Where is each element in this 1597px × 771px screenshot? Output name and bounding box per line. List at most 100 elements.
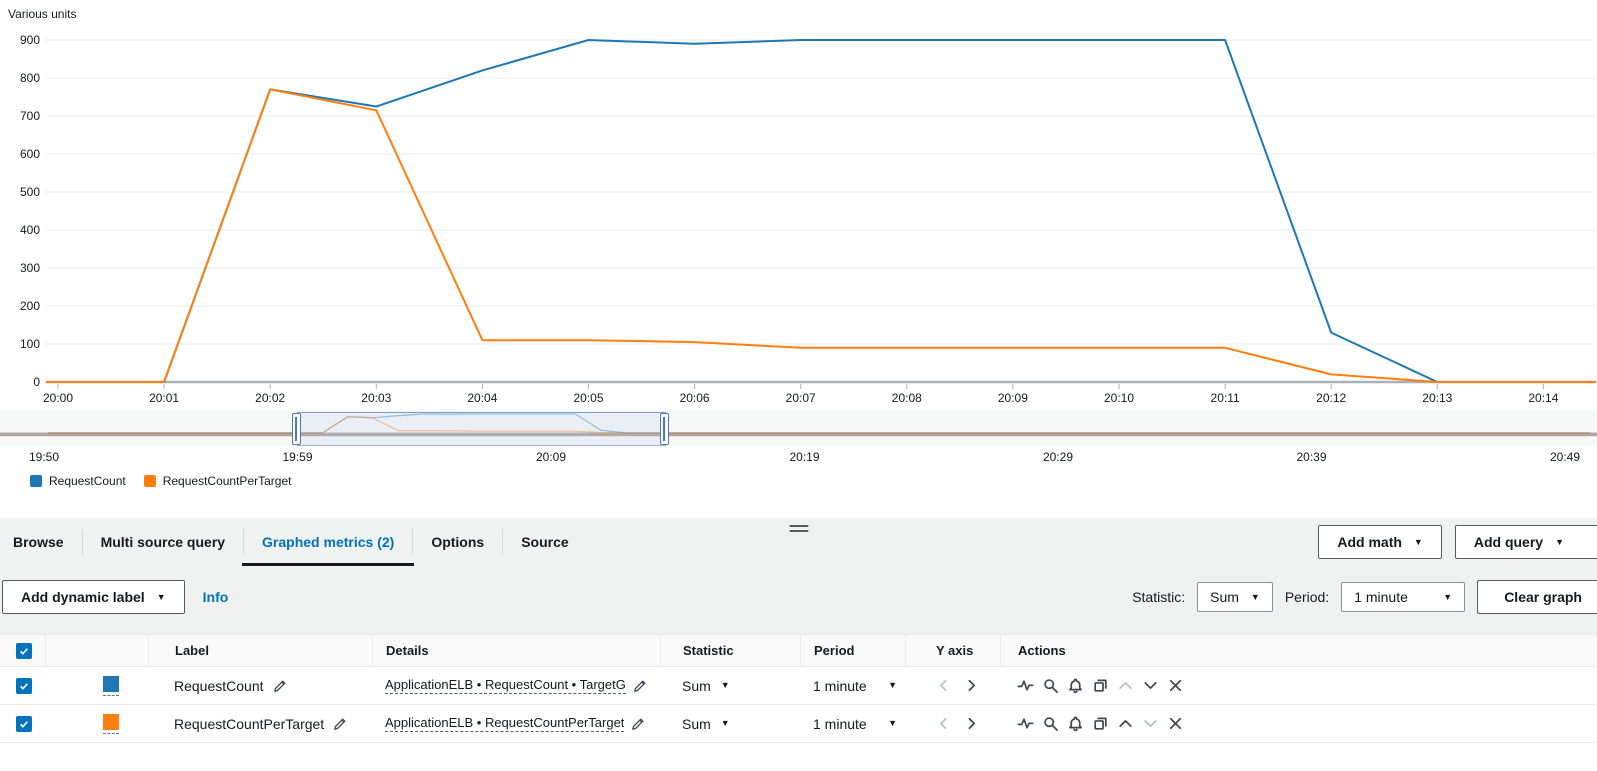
col-header-label: Label [148,635,372,666]
period-dropdown[interactable]: 1 minute ▼ [813,677,897,694]
edit-pencil-icon[interactable] [633,679,647,693]
tab-divider [502,529,504,555]
svg-text:20:29: 20:29 [1043,450,1073,464]
tab-graphed-metrics[interactable]: Graphed metrics (2) [242,518,415,566]
alarm-bell-icon[interactable] [1067,677,1084,694]
yaxis-left-icon[interactable] [935,677,952,694]
svg-text:0: 0 [33,375,40,389]
statistic-dropdown[interactable]: Sum ▼ [682,715,730,732]
panel-resize-handle[interactable] [789,522,808,535]
select-all-checkbox[interactable] [16,642,32,659]
svg-text:20:09: 20:09 [536,450,566,464]
svg-text:20:10: 20:10 [1104,391,1134,405]
edit-pencil-icon[interactable] [333,717,347,731]
row-checkbox[interactable] [16,677,32,694]
timeline-handle-left[interactable] [292,413,301,445]
alarm-bell-icon[interactable] [1067,715,1084,732]
statistic-dropdown[interactable]: Sum ▼ [682,677,730,694]
svg-text:600: 600 [20,147,40,161]
check-icon [20,682,28,690]
svg-text:20:13: 20:13 [1422,391,1452,405]
legend-swatch-icon [30,475,42,487]
table-row: RequestCount ApplicationELB • RequestCou… [0,667,1597,705]
legend-swatch-icon [143,475,156,487]
remove-icon[interactable] [1167,677,1184,694]
edit-pencil-icon[interactable] [273,679,287,693]
tabs-bar: Browse Multi source query Graphed metric… [0,518,1597,566]
magnifier-icon[interactable] [1042,677,1059,694]
dropdown-caret-icon: ▼ [156,591,166,602]
tab-options[interactable]: Options [431,534,485,550]
svg-text:20:49: 20:49 [1550,450,1580,464]
duplicate-icon[interactable] [1092,677,1109,694]
svg-text:20:03: 20:03 [361,391,391,405]
move-down-icon[interactable] [1142,677,1159,694]
timeline-selection[interactable] [297,412,666,446]
chart-legend: RequestCount RequestCountPerTarget [0,468,1597,494]
svg-text:20:06: 20:06 [680,391,710,405]
move-up-icon[interactable] [1117,677,1134,694]
legend-item-requestcount[interactable]: RequestCount [30,474,126,488]
metric-label: RequestCount [174,677,264,694]
check-icon [20,647,28,655]
col-header-actions: Actions [1000,635,1597,666]
svg-text:300: 300 [20,261,40,275]
table-header-row: Label Details Statistic Period Y axis Ac… [0,634,1597,667]
svg-text:20:08: 20:08 [892,391,922,405]
metrics-chart[interactable]: Various units 0 100 200 300 400 500 600 700 800 9… [0,0,1597,468]
svg-text:20:09: 20:09 [998,391,1028,405]
dropdown-caret-icon: ▼ [1555,536,1564,547]
svg-text:20:07: 20:07 [786,391,816,405]
add-math-button[interactable]: Add math ▼ [1318,525,1442,559]
tab-multi-source-query[interactable]: Multi source query [100,534,226,550]
statistic-select[interactable]: Sum ▼ [1197,582,1273,612]
chart-canvas[interactable]: 0 100 200 300 400 500 600 700 800 900 20:00 20:01 20… [0,0,1597,468]
tab-browse[interactable]: Browse [13,534,64,550]
svg-text:200: 200 [20,299,40,313]
timeline-handle-right[interactable] [660,413,669,445]
spacer [0,494,1597,518]
metric-details[interactable]: ApplicationELB • RequestCountPerTarget [385,715,625,732]
info-link[interactable]: Info [202,589,229,605]
row-checkbox[interactable] [16,715,32,732]
series-color-swatch[interactable] [103,713,119,734]
duplicate-icon[interactable] [1092,715,1109,732]
dropdown-caret-icon: ▼ [888,718,897,728]
color-column-header [45,635,148,666]
yaxis-right-icon[interactable] [963,677,980,694]
yaxis-left-icon[interactable] [935,715,952,732]
svg-text:500: 500 [20,185,40,199]
period-select[interactable]: 1 minute ▼ [1341,582,1466,612]
svg-text:20:01: 20:01 [149,391,179,405]
yaxis-right-icon[interactable] [963,715,980,732]
svg-text:20:11: 20:11 [1211,391,1240,405]
svg-text:20:39: 20:39 [1296,450,1326,464]
series-color-swatch[interactable] [103,675,119,696]
edit-pencil-icon[interactable] [631,717,645,731]
graph-metric-icon[interactable] [1017,715,1034,732]
magnifier-icon[interactable] [1042,715,1059,732]
metric-label: RequestCountPerTarget [174,715,325,732]
period-label: Period: [1284,589,1330,605]
add-dynamic-label-button[interactable]: Add dynamic label ▼ [2,580,185,614]
svg-text:20:19: 20:19 [789,450,819,464]
move-down-icon[interactable] [1142,715,1159,732]
graphed-metrics-table: Label Details Statistic Period Y axis Ac… [0,634,1597,743]
clear-graph-button[interactable]: Clear graph [1477,580,1597,614]
svg-text:20:02: 20:02 [255,391,285,405]
table-row: RequestCountPerTarget ApplicationELB • R… [0,705,1597,743]
graph-metric-icon[interactable] [1017,677,1034,694]
add-query-button[interactable]: Add query ▼ [1454,525,1597,559]
tab-source[interactable]: Source [521,534,569,550]
svg-text:20:04: 20:04 [467,391,497,405]
dropdown-caret-icon: ▼ [1413,536,1423,547]
metric-details[interactable]: ApplicationELB • RequestCount • TargetG [385,677,626,694]
metrics-toolbar: Add dynamic label ▼ Info Statistic: Sum … [2,580,1597,614]
svg-text:20:00: 20:00 [43,391,73,405]
col-header-period: Period [800,635,905,666]
remove-icon[interactable] [1167,715,1184,732]
svg-text:20:05: 20:05 [573,391,603,405]
move-up-icon[interactable] [1117,715,1134,732]
legend-item-requestcountpertarget[interactable]: RequestCountPerTarget [143,474,291,488]
period-dropdown[interactable]: 1 minute ▼ [813,715,897,732]
